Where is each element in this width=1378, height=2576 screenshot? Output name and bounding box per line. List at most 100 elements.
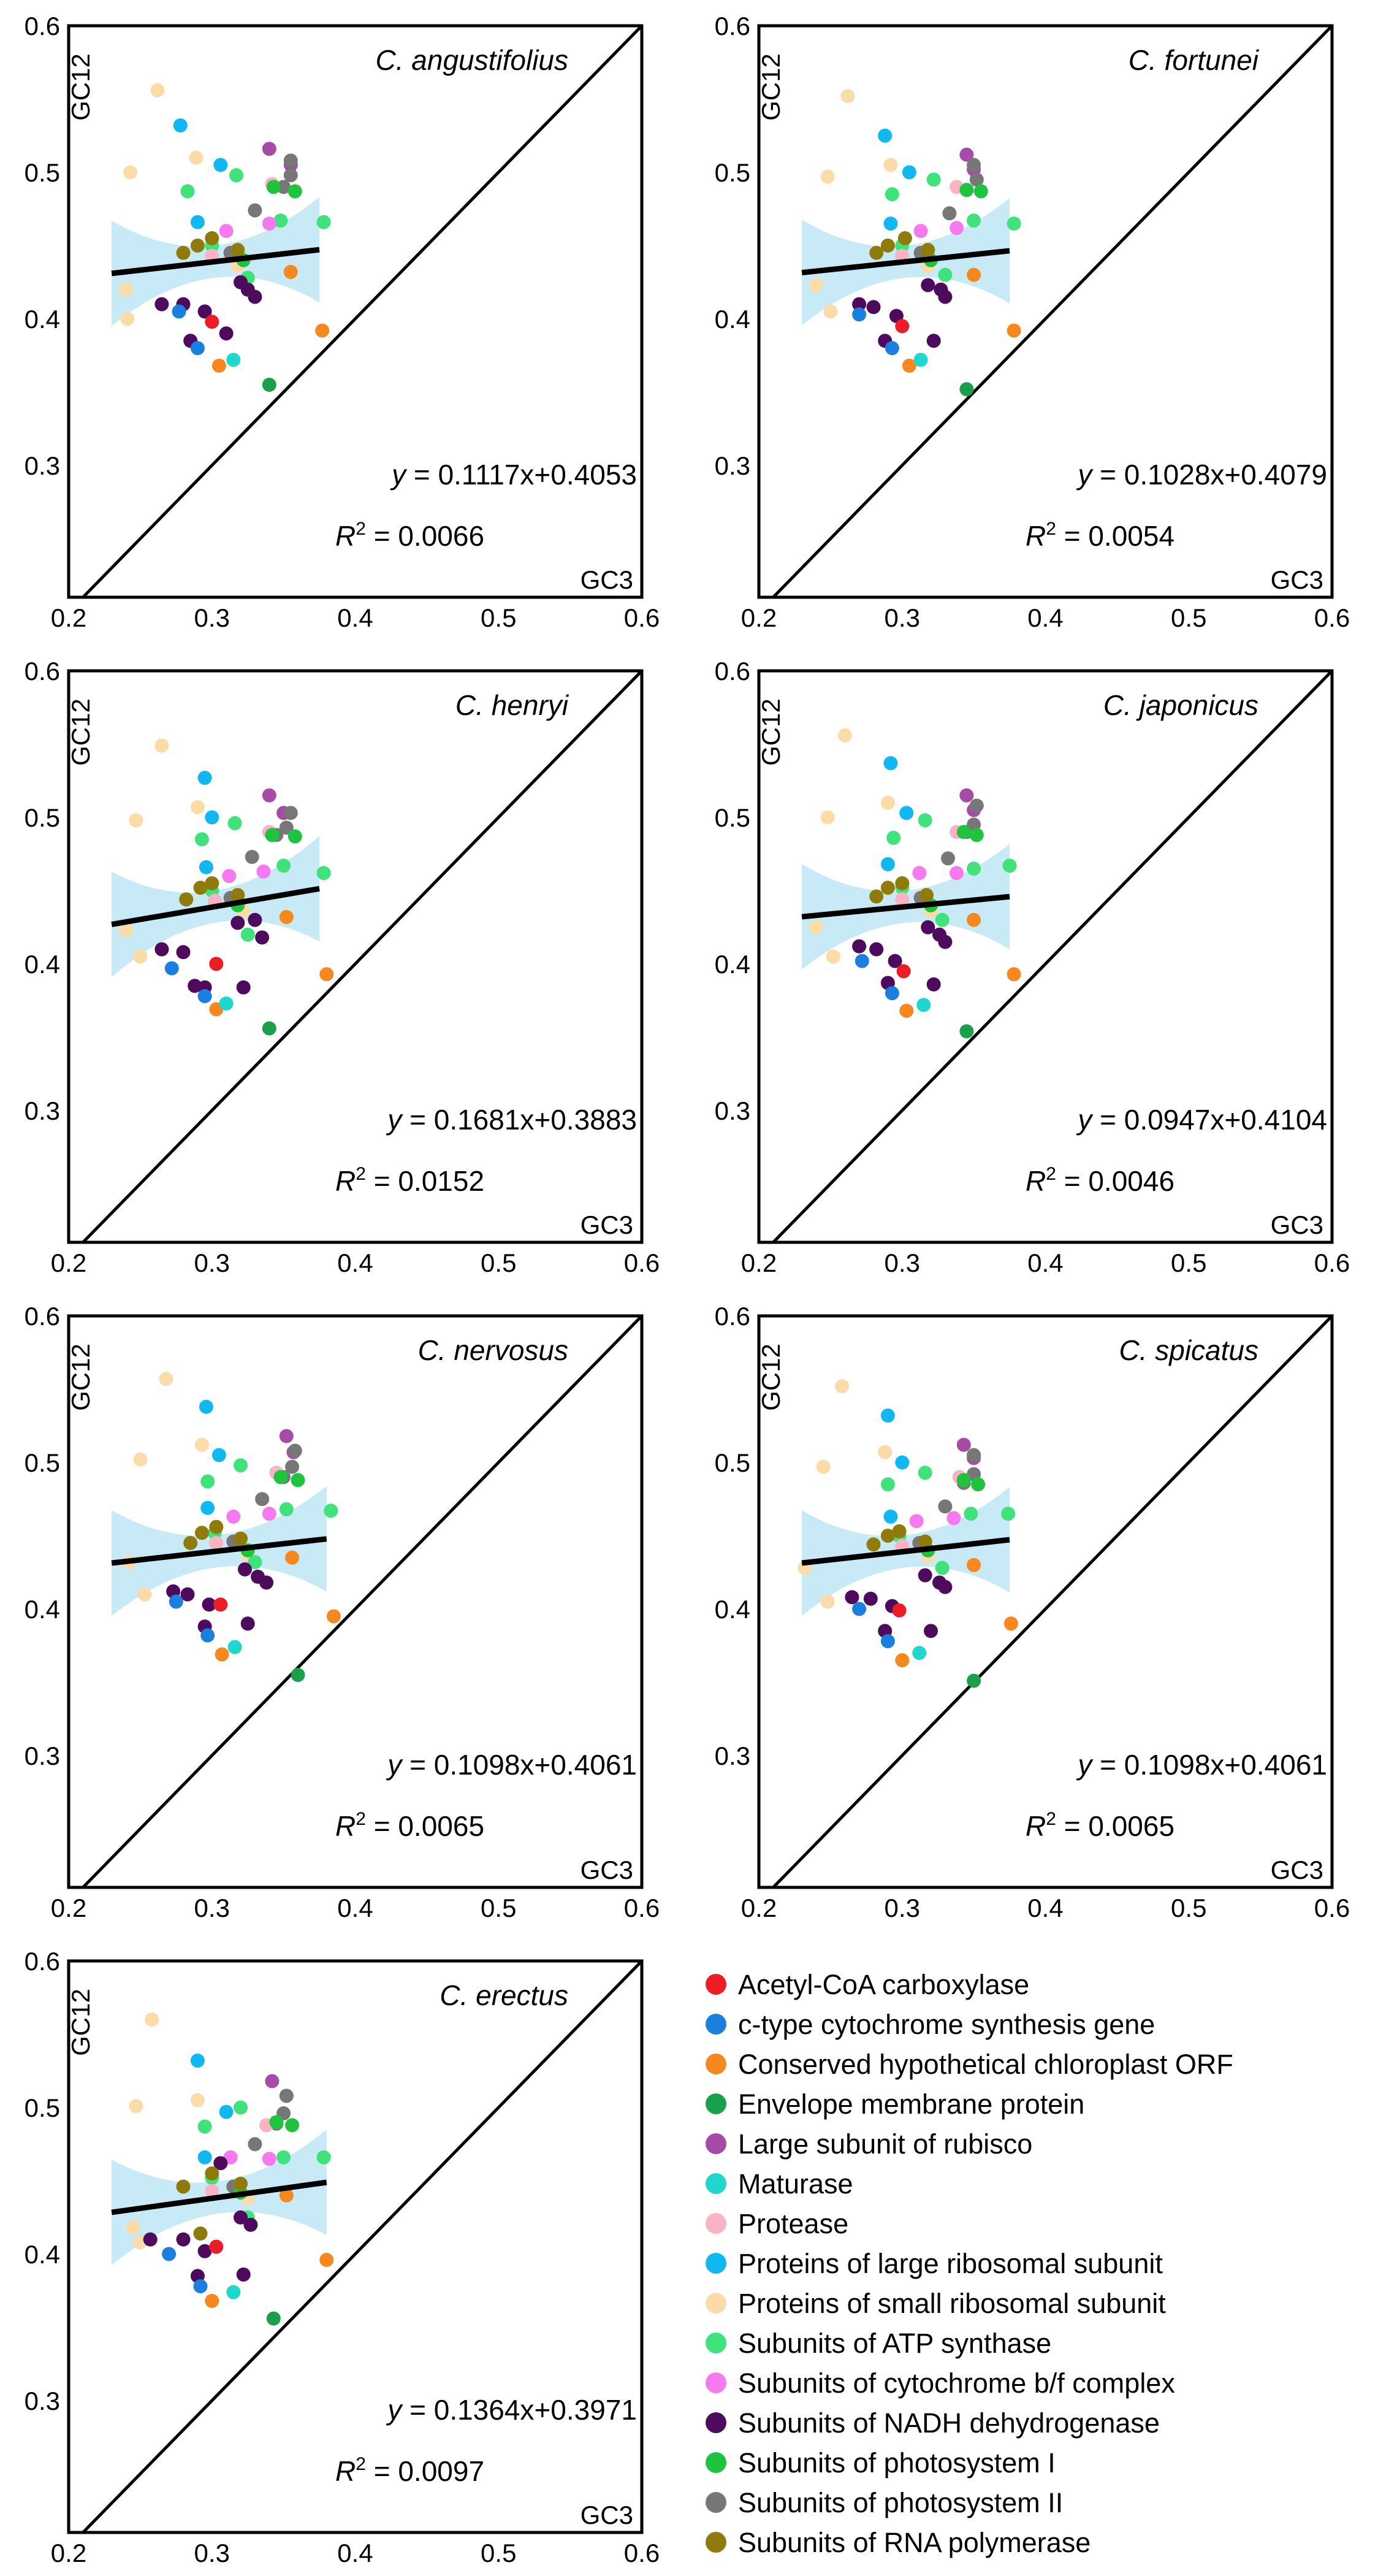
- legend-item: Subunits of RNA polymerase: [706, 2527, 1091, 2558]
- data-point: [942, 206, 957, 221]
- legend-swatch: [706, 2333, 726, 2353]
- y-tick-label: 0.4: [715, 950, 750, 979]
- panel-title: C. henryi: [455, 689, 569, 721]
- x-tick-label: 0.4: [337, 603, 373, 632]
- chart-panel-3: 0.2 0.3 0.4 0.5 0.6 0.3 0.4 0.5 0.6 GC3 GC12 C. hen…: [25, 657, 660, 1277]
- data-point: [205, 876, 219, 890]
- regression-equation: y = 0.1117x+0.4053: [390, 459, 637, 491]
- data-point: [276, 180, 291, 194]
- data-point: [835, 1379, 850, 1394]
- legend-swatch: [706, 2412, 726, 2433]
- data-point: [938, 289, 953, 304]
- data-point: [921, 278, 935, 292]
- data-point: [316, 215, 331, 229]
- regression-line: [111, 2179, 327, 2215]
- legend-swatch: [706, 2054, 726, 2074]
- data-point: [926, 334, 941, 348]
- y-tick-label: 0.5: [25, 803, 60, 832]
- data-point: [172, 304, 186, 319]
- data-point: [205, 810, 219, 825]
- x-tick-label: 0.3: [194, 1248, 230, 1277]
- data-point: [880, 1408, 895, 1423]
- legend-item: Envelope membrane protein: [706, 2089, 1084, 2120]
- data-point: [959, 382, 974, 397]
- data-point: [234, 2176, 248, 2191]
- data-point: [262, 2152, 276, 2166]
- data-point: [226, 1509, 241, 1524]
- data-point: [276, 2150, 291, 2165]
- equation-variable: y: [1076, 1104, 1094, 1136]
- data-point: [279, 1502, 294, 1516]
- data-point: [222, 869, 237, 884]
- legend-label: Envelope membrane protein: [738, 2089, 1084, 2120]
- data-point: [869, 942, 884, 957]
- r-squared-value: = 0.0065: [366, 1810, 484, 1842]
- y-axis-label: GC12: [66, 1989, 95, 2056]
- data-point: [918, 813, 932, 828]
- data-point: [176, 2232, 191, 2247]
- plot-frame: [757, 24, 1334, 599]
- data-point: [285, 1459, 300, 1474]
- equation-text: = 0.1681x+0.3883: [402, 1104, 637, 1136]
- x-tick-label: 0.6: [1314, 1894, 1350, 1922]
- data-point: [889, 308, 904, 323]
- data-point: [226, 353, 241, 367]
- data-point: [205, 315, 219, 329]
- regression-equation: y = 0.1098x+0.4061: [1076, 1749, 1327, 1781]
- data-point: [287, 829, 302, 844]
- data-point: [283, 168, 298, 183]
- data-point: [880, 1529, 895, 1543]
- data-point: [918, 1466, 932, 1480]
- data-point: [230, 915, 245, 930]
- data-point: [219, 2104, 234, 2119]
- data-point: [133, 1452, 148, 1467]
- data-point: [190, 239, 205, 253]
- data-point: [319, 967, 334, 982]
- x-axis-label: GC3: [1271, 1210, 1323, 1239]
- data-point: [200, 1500, 215, 1515]
- equation-variable: y: [1076, 1749, 1094, 1781]
- data-point: [194, 832, 209, 847]
- legend-item: Subunits of cytochrome b/f complex: [706, 2368, 1175, 2399]
- legend-swatch: [706, 2293, 726, 2314]
- data-point: [892, 1603, 907, 1618]
- y-tick-label: 0.6: [715, 12, 750, 40]
- x-tick-label: 0.2: [741, 1248, 777, 1277]
- data-point: [137, 1587, 152, 1602]
- data-point: [197, 989, 212, 1003]
- equation-text: = 0.1098x+0.4061: [1092, 1749, 1327, 1781]
- data-point: [189, 150, 204, 165]
- panel-title: C. angustifolius: [376, 44, 569, 76]
- data-point: [892, 1524, 907, 1538]
- equation-text: = 0.0947x+0.4104: [1092, 1104, 1327, 1136]
- data-point: [883, 756, 898, 771]
- x-tick-label: 0.6: [1314, 1248, 1350, 1277]
- data-point: [880, 1634, 895, 1648]
- chart-panel-7: 0.2 0.3 0.4 0.5 0.6 0.3 0.4 0.5 0.6 GC3 GC12 C. ere…: [25, 1947, 660, 2567]
- data-point: [126, 2220, 140, 2235]
- data-point: [248, 2137, 262, 2152]
- data-point: [205, 2166, 219, 2180]
- data-point: [240, 1616, 255, 1631]
- x-tick-label: 0.4: [337, 1894, 373, 1922]
- data-point: [950, 866, 964, 881]
- data-point: [924, 1624, 938, 1638]
- y-tick-label: 0.6: [25, 657, 60, 686]
- y-axis-label: GC12: [66, 1343, 95, 1411]
- data-point: [200, 1474, 215, 1489]
- data-point: [229, 168, 243, 183]
- x-tick-label: 0.6: [624, 603, 660, 632]
- data-point: [194, 1437, 209, 1452]
- plot-frame: [67, 1314, 644, 1889]
- regression-line: [111, 1536, 327, 1566]
- data-point: [283, 806, 298, 820]
- chart-panel-2: 0.2 0.3 0.4 0.5 0.6 0.3 0.4 0.5 0.6 GC3 GC12 C. for…: [715, 12, 1350, 632]
- data-point: [262, 378, 276, 392]
- data-point: [885, 187, 899, 202]
- diagonal-reference-line: [80, 1316, 642, 1887]
- chart-panel-1: 0.2 0.3 0.4 0.5 0.6 0.3 0.4 0.5 0.6 GC3 GC12 C. ang…: [25, 12, 660, 632]
- data-point: [816, 1459, 831, 1474]
- r-squared-symbol: R: [335, 1165, 356, 1197]
